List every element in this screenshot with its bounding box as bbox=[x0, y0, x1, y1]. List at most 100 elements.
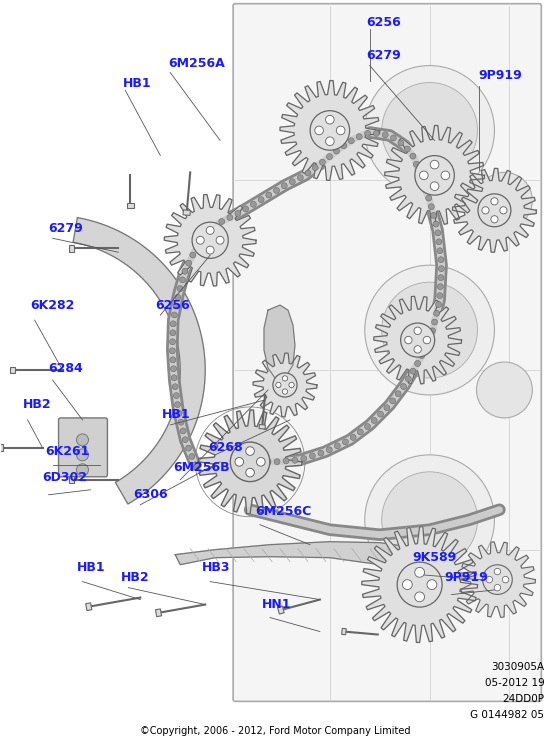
Circle shape bbox=[173, 303, 179, 309]
Polygon shape bbox=[183, 210, 191, 216]
Circle shape bbox=[404, 146, 410, 152]
Polygon shape bbox=[68, 476, 73, 483]
Polygon shape bbox=[155, 609, 161, 617]
Circle shape bbox=[336, 126, 345, 135]
Polygon shape bbox=[278, 606, 284, 614]
Circle shape bbox=[177, 286, 183, 292]
Text: 6268: 6268 bbox=[208, 442, 243, 454]
Circle shape bbox=[266, 192, 272, 198]
Circle shape bbox=[382, 132, 388, 138]
Circle shape bbox=[326, 447, 332, 453]
Circle shape bbox=[423, 336, 431, 344]
Polygon shape bbox=[280, 81, 380, 181]
Circle shape bbox=[436, 301, 441, 307]
Circle shape bbox=[377, 411, 383, 417]
Circle shape bbox=[169, 348, 175, 354]
Circle shape bbox=[365, 66, 494, 195]
Circle shape bbox=[190, 252, 196, 258]
Circle shape bbox=[250, 201, 256, 207]
Polygon shape bbox=[362, 527, 478, 642]
Circle shape bbox=[189, 454, 195, 460]
Polygon shape bbox=[127, 204, 134, 208]
Circle shape bbox=[503, 577, 509, 583]
Circle shape bbox=[397, 562, 442, 607]
Circle shape bbox=[439, 266, 444, 272]
Circle shape bbox=[175, 401, 181, 407]
Circle shape bbox=[77, 434, 89, 446]
Circle shape bbox=[289, 179, 295, 185]
Circle shape bbox=[341, 142, 347, 148]
Circle shape bbox=[365, 455, 494, 585]
Circle shape bbox=[426, 336, 433, 342]
Circle shape bbox=[174, 392, 179, 398]
Text: 6279: 6279 bbox=[48, 222, 83, 235]
Polygon shape bbox=[68, 245, 73, 251]
Text: 6K282: 6K282 bbox=[31, 298, 75, 312]
Circle shape bbox=[315, 126, 323, 135]
Polygon shape bbox=[175, 542, 420, 568]
Circle shape bbox=[415, 568, 424, 577]
Circle shape bbox=[257, 457, 265, 466]
Text: HB1: HB1 bbox=[163, 408, 191, 421]
Text: 24DD0P: 24DD0P bbox=[503, 695, 544, 704]
Circle shape bbox=[486, 577, 493, 583]
Circle shape bbox=[416, 170, 422, 176]
Circle shape bbox=[333, 148, 339, 154]
Circle shape bbox=[401, 323, 435, 357]
Circle shape bbox=[274, 459, 280, 465]
Circle shape bbox=[441, 171, 450, 180]
Circle shape bbox=[414, 345, 422, 353]
Circle shape bbox=[327, 154, 332, 160]
Text: 9K589: 9K589 bbox=[413, 551, 457, 564]
Circle shape bbox=[374, 131, 379, 137]
Circle shape bbox=[500, 207, 507, 214]
Circle shape bbox=[437, 292, 443, 298]
Text: HB1: HB1 bbox=[77, 561, 105, 574]
Circle shape bbox=[182, 269, 188, 275]
Circle shape bbox=[246, 447, 255, 455]
Circle shape bbox=[358, 429, 363, 435]
Circle shape bbox=[171, 312, 177, 318]
Text: 6K261: 6K261 bbox=[46, 445, 90, 458]
Circle shape bbox=[419, 353, 425, 359]
Circle shape bbox=[301, 456, 307, 462]
Circle shape bbox=[435, 230, 441, 236]
Text: HB2: HB2 bbox=[120, 571, 149, 584]
Circle shape bbox=[182, 436, 188, 442]
Text: HB2: HB2 bbox=[23, 398, 51, 412]
Circle shape bbox=[170, 357, 176, 363]
Polygon shape bbox=[264, 305, 295, 378]
Text: 6256: 6256 bbox=[155, 298, 190, 312]
Circle shape bbox=[431, 319, 437, 325]
Circle shape bbox=[423, 186, 428, 192]
Circle shape bbox=[292, 457, 298, 463]
Circle shape bbox=[350, 434, 356, 440]
Circle shape bbox=[256, 459, 262, 465]
Circle shape bbox=[265, 459, 271, 465]
Text: 6D302: 6D302 bbox=[42, 471, 88, 484]
Circle shape bbox=[196, 236, 204, 244]
Text: 6256: 6256 bbox=[366, 16, 401, 29]
Text: HB1: HB1 bbox=[122, 77, 151, 90]
Circle shape bbox=[230, 442, 270, 482]
Circle shape bbox=[438, 275, 444, 280]
Circle shape bbox=[494, 584, 501, 591]
Circle shape bbox=[483, 565, 512, 595]
Circle shape bbox=[419, 171, 428, 180]
Circle shape bbox=[199, 236, 205, 242]
Circle shape bbox=[318, 450, 324, 456]
Circle shape bbox=[384, 405, 390, 411]
Circle shape bbox=[320, 159, 326, 166]
Circle shape bbox=[428, 204, 434, 210]
Polygon shape bbox=[10, 366, 15, 374]
Text: HB3: HB3 bbox=[202, 561, 231, 574]
Circle shape bbox=[178, 419, 184, 425]
Circle shape bbox=[258, 197, 264, 203]
Circle shape bbox=[212, 224, 218, 230]
Circle shape bbox=[437, 248, 443, 254]
Text: 6M256A: 6M256A bbox=[168, 57, 225, 70]
Circle shape bbox=[192, 462, 198, 468]
Circle shape bbox=[310, 110, 350, 150]
Circle shape bbox=[415, 592, 424, 602]
Circle shape bbox=[431, 213, 436, 219]
